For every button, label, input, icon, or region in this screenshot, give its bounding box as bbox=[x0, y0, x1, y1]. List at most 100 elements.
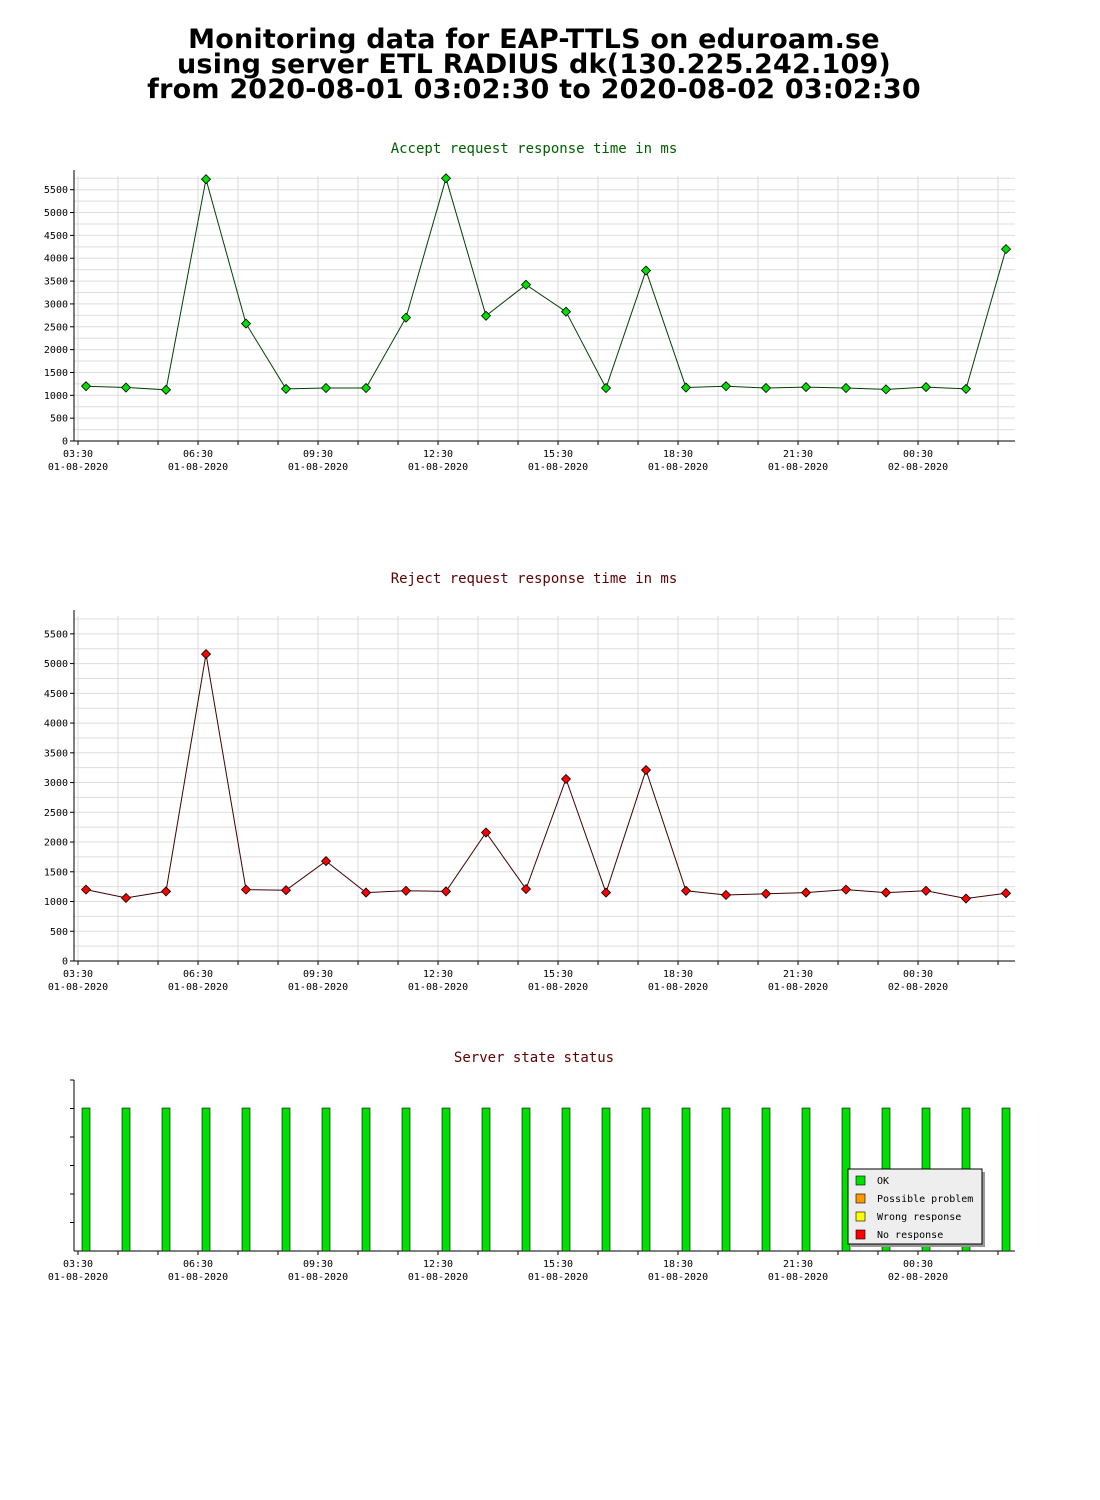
accept-y-tick-label: 3000 bbox=[44, 299, 68, 310]
accept-data-point bbox=[960, 383, 972, 394]
status-x-tick-label: 15:30 bbox=[543, 1259, 573, 1270]
reject-data-point bbox=[160, 886, 172, 897]
accept-data-point bbox=[840, 382, 852, 394]
reject-data-point bbox=[920, 885, 932, 896]
page-title-line-3: from 2020-08-01 03:02:30 to 2020-08-02 0… bbox=[147, 74, 921, 105]
accept-x-tick-date: 01-08-2020 bbox=[768, 462, 828, 473]
reject-y-tick-label: 4500 bbox=[44, 689, 68, 700]
reject-x-tick-label: 15:30 bbox=[543, 969, 573, 980]
page-title-line-1: Monitoring data for EAP-TTLS on eduroam.… bbox=[188, 24, 880, 55]
status-chart-title: Server state status bbox=[453, 1050, 615, 1066]
reject-data-point bbox=[240, 884, 252, 895]
legend-label: Wrong response bbox=[877, 1212, 961, 1223]
accept-x-tick-date: 01-08-2020 bbox=[48, 462, 108, 473]
reject-y-tick-label: 3000 bbox=[44, 778, 68, 789]
reject-x-tick-label: 21:30 bbox=[783, 969, 813, 980]
accept-data-point bbox=[560, 306, 572, 317]
reject-data-point bbox=[800, 887, 812, 898]
status-x-tick-date: 01-08-2020 bbox=[288, 1272, 348, 1283]
accept-data-point bbox=[880, 384, 892, 395]
status-x-tick-label: 12:30 bbox=[423, 1259, 453, 1270]
status-bar bbox=[241, 1107, 251, 1252]
accept-data-point bbox=[920, 382, 932, 393]
legend-label: No response bbox=[877, 1230, 943, 1241]
accept-y-tick-label: 4500 bbox=[44, 231, 68, 242]
accept-chart-title: Accept request response time in ms bbox=[390, 141, 678, 157]
reject-data-point bbox=[360, 887, 372, 898]
accept-data-point bbox=[160, 384, 172, 395]
reject-y-tick-label: 2000 bbox=[44, 838, 68, 849]
accept-data-point bbox=[400, 312, 412, 323]
reject-x-tick-date: 01-08-2020 bbox=[528, 982, 588, 993]
status-x-tick-date: 01-08-2020 bbox=[168, 1272, 228, 1283]
reject-y-tick-label: 3500 bbox=[44, 748, 68, 759]
accept-data-point bbox=[720, 381, 732, 392]
status-x-tick-label: 21:30 bbox=[783, 1259, 813, 1270]
status-x-tick-date: 01-08-2020 bbox=[768, 1272, 828, 1283]
reject-data-point bbox=[80, 884, 92, 895]
reject-data-point bbox=[720, 889, 732, 901]
status-bar bbox=[521, 1107, 531, 1252]
accept-y-tick-label: 500 bbox=[50, 414, 68, 425]
reject-data-point bbox=[120, 892, 132, 904]
accept-x-tick-date: 01-08-2020 bbox=[288, 462, 348, 473]
status-bar bbox=[801, 1107, 811, 1252]
reject-y-tick-label: 1500 bbox=[44, 867, 68, 878]
legend-swatch bbox=[855, 1175, 866, 1186]
reject-data-point bbox=[520, 883, 532, 895]
status-bar bbox=[641, 1107, 651, 1252]
accept-y-tick-label: 1000 bbox=[44, 391, 68, 402]
accept-data-point bbox=[80, 381, 92, 392]
accept-data-point bbox=[680, 382, 692, 393]
accept-x-tick-date: 01-08-2020 bbox=[528, 462, 588, 473]
reject-data-point bbox=[1000, 888, 1012, 899]
accept-x-tick-date: 01-08-2020 bbox=[408, 462, 468, 473]
accept-data-point bbox=[240, 318, 252, 329]
status-bar bbox=[681, 1107, 691, 1252]
status-x-tick-label: 03:30 bbox=[63, 1259, 93, 1270]
status-bar bbox=[1001, 1107, 1011, 1252]
status-bar bbox=[441, 1107, 451, 1252]
accept-data-point bbox=[120, 382, 132, 393]
reject-y-tick-label: 500 bbox=[50, 927, 68, 938]
status-bar bbox=[281, 1107, 291, 1252]
reject-x-tick-label: 09:30 bbox=[303, 969, 333, 980]
accept-data-point bbox=[1000, 244, 1012, 255]
reject-data-point bbox=[760, 888, 772, 899]
accept-x-tick-date: 02-08-2020 bbox=[888, 462, 948, 473]
accept-data-point bbox=[480, 310, 492, 321]
accept-data-point bbox=[440, 173, 452, 184]
accept-x-tick-label: 12:30 bbox=[423, 449, 453, 460]
reject-x-tick-label: 06:30 bbox=[183, 969, 213, 980]
page-title-line-2: using server ETL RADIUS dk(130.225.242.1… bbox=[177, 49, 891, 80]
reject-data-point bbox=[200, 649, 212, 660]
accept-data-point bbox=[640, 265, 652, 276]
reject-series-line bbox=[85, 654, 1007, 900]
reject-x-tick-date: 01-08-2020 bbox=[288, 982, 348, 993]
status-bar bbox=[321, 1107, 331, 1252]
accept-x-tick-label: 15:30 bbox=[543, 449, 573, 460]
accept-x-tick-label: 06:30 bbox=[183, 449, 213, 460]
reject-x-tick-label: 18:30 bbox=[663, 969, 693, 980]
reject-x-tick-label: 03:30 bbox=[63, 969, 93, 980]
status-bar bbox=[601, 1107, 611, 1252]
reject-data-point bbox=[320, 856, 332, 867]
accept-data-point bbox=[200, 174, 212, 185]
accept-data-point bbox=[760, 382, 772, 394]
reject-x-tick-date: 01-08-2020 bbox=[168, 982, 228, 993]
accept-data-point bbox=[360, 382, 372, 394]
status-bar bbox=[721, 1107, 731, 1252]
reject-data-point bbox=[560, 773, 572, 785]
reject-y-tick-label: 5500 bbox=[44, 629, 68, 640]
status-bar bbox=[761, 1107, 771, 1252]
accept-y-tick-label: 3500 bbox=[44, 277, 68, 288]
accept-data-point bbox=[600, 382, 612, 394]
reject-data-point bbox=[440, 886, 452, 897]
reject-data-point bbox=[280, 885, 292, 896]
reject-y-tick-label: 1000 bbox=[44, 897, 68, 908]
status-bar bbox=[561, 1107, 571, 1252]
reject-y-tick-label: 0 bbox=[62, 957, 68, 968]
accept-x-tick-label: 21:30 bbox=[783, 449, 813, 460]
reject-data-point bbox=[400, 885, 412, 896]
reject-y-tick-label: 4000 bbox=[44, 719, 68, 730]
